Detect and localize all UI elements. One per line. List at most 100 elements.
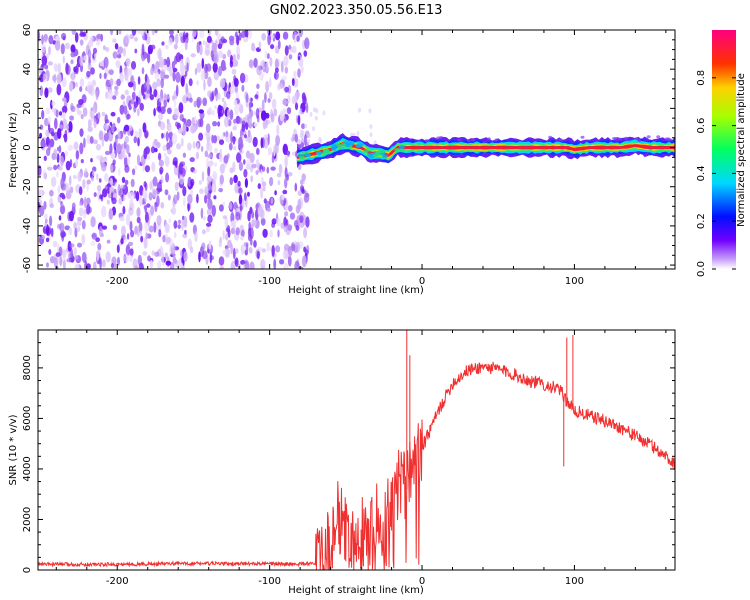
noise-blob [44,64,49,70]
noise-blob [154,30,158,34]
noise-blob [186,119,192,127]
noise-blob [213,147,219,154]
noise-blob [303,50,308,57]
noise-blob [209,252,212,264]
noise-blob [271,154,275,164]
noise-blob [171,132,178,145]
noise-blob [79,142,84,155]
noise-blob [273,108,278,117]
noise-blob [249,206,253,215]
trace-blob [617,137,622,141]
noise-blob [173,99,177,108]
noise-blob [304,249,309,256]
noise-blob [124,136,129,143]
noise-blob [240,259,246,265]
noise-blob [158,159,164,167]
noise-blob [208,143,213,154]
noise-blob [235,227,240,236]
trace-blob [367,152,374,157]
noise-blob [144,165,150,173]
noise-blob [164,252,168,260]
noise-blob [84,168,88,178]
noise-blob [104,184,110,191]
noise-blob [243,168,248,178]
noise-blob [60,155,64,167]
noise-blob [149,94,154,101]
noise-blob [92,166,97,172]
noise-blob [168,37,173,46]
noise-blob [62,249,67,259]
noise-blob [173,194,178,205]
noise-blob [218,204,224,212]
noise-blob [47,116,51,125]
noise-blob [180,249,183,258]
noise-blob [208,240,212,250]
noise-blob [297,68,301,78]
noise-blob [108,186,115,194]
noise-blob [183,196,186,207]
noise-blob [111,197,117,205]
noise-blob [237,180,241,187]
noise-blob [245,150,251,159]
noise-blob [79,39,84,46]
noise-blob [167,149,172,155]
noise-blob [194,68,198,75]
noise-blob [239,72,246,84]
noise-blob [166,107,172,115]
noise-blob [271,98,277,110]
noise-blob [218,256,225,266]
noise-blob [211,204,216,217]
noise-blob [116,143,122,155]
noise-blob [160,202,165,209]
noise-blob [291,243,296,252]
noise-blob [178,32,184,37]
noise-blob [224,116,229,128]
noise-blob [143,236,148,249]
noise-blob [45,237,50,243]
noise-blob [162,144,167,152]
noise-blob [250,97,253,102]
noise-blob [191,117,195,126]
noise-blob [206,140,210,153]
noise-blob [91,176,94,182]
noise-blob [229,109,234,120]
noise-blob [70,44,76,53]
noise-blob [39,85,43,97]
noise-blob [76,219,82,227]
noise-blob [229,60,234,68]
noise-blob [189,212,195,223]
noise-blob [282,189,288,195]
noise-blob [247,129,251,138]
trace-blob [372,153,379,158]
noise-blob [213,70,219,81]
noise-blob [153,221,157,233]
noise-blob [103,123,110,131]
noise-blob [235,91,240,100]
noise-blob [288,54,293,60]
noise-blob [73,222,77,230]
noise-blob [199,44,203,56]
noise-blob [142,122,147,133]
noise-blob [108,69,114,75]
y-tick-label: 0 [22,567,33,573]
noise-blob [249,261,255,269]
noise-blob [144,131,149,139]
noise-blob [248,117,252,130]
noise-blob [104,114,108,125]
noise-blob [134,225,138,235]
noise-blob [207,166,211,177]
y-tick-label: -40 [22,218,33,234]
noise-blob [51,100,56,107]
noise-blob [128,152,131,158]
noise-blob [181,124,187,136]
noise-blob [233,118,237,124]
noise-blob [287,255,292,267]
noise-blob [108,89,113,101]
noise-blob [39,205,45,217]
noise-blob [270,108,274,119]
noise-blob [248,59,254,69]
noise-blob [199,30,205,39]
trace-blob [613,137,618,141]
noise-blob [96,250,100,261]
noise-blob [165,172,170,183]
